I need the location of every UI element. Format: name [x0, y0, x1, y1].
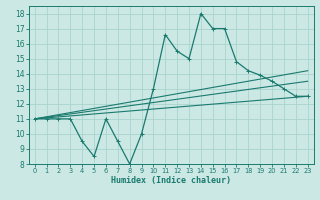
X-axis label: Humidex (Indice chaleur): Humidex (Indice chaleur) — [111, 176, 231, 185]
